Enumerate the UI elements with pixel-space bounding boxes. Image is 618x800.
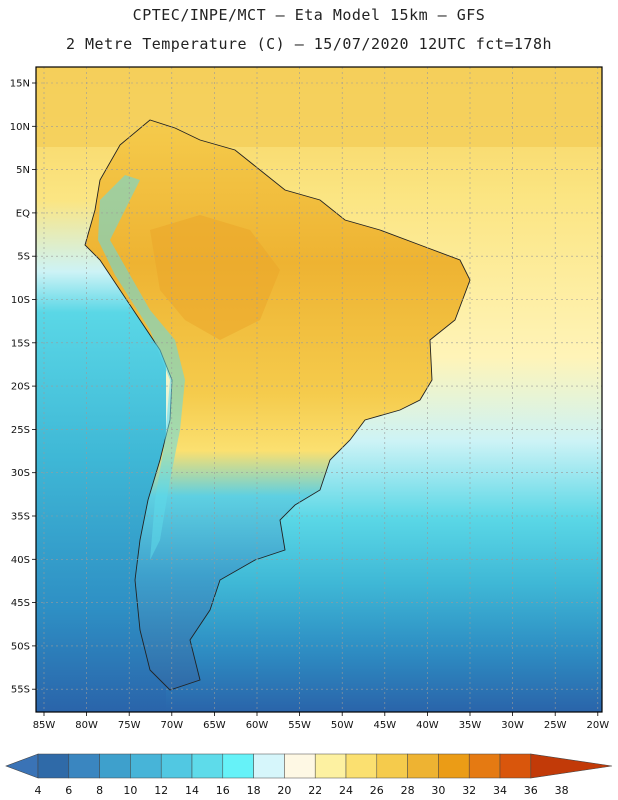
colorbar-swatch — [468, 753, 501, 779]
lon-label: 70W — [160, 720, 183, 731]
longitude-labels: 85W 80W 75W 70W 65W 60W 55W 50W 45W 40W 35W 30W 25W 2… — [33, 720, 610, 731]
colorbar-label: 12 — [154, 784, 168, 797]
lat-label: 55S — [11, 685, 30, 696]
lat-label: 25S — [11, 425, 30, 436]
lat-label: 10S — [11, 295, 30, 306]
colorbar-swatch — [314, 753, 347, 779]
lat-label: 40S — [11, 555, 30, 566]
colorbar-label: 18 — [247, 784, 261, 797]
colorbar-label: 4 — [35, 784, 42, 797]
colorbar-label: 14 — [185, 784, 199, 797]
lon-label: 25W — [544, 720, 567, 731]
lat-label: 5N — [16, 165, 30, 176]
colorbar-label: 22 — [308, 784, 322, 797]
colorbar-label: 6 — [65, 784, 72, 797]
colorbar-label: 34 — [493, 784, 507, 797]
colorbar-swatch — [284, 753, 316, 779]
colorbar-label: 30 — [431, 784, 445, 797]
lon-label: 85W — [33, 720, 56, 731]
lat-label: 5S — [17, 252, 30, 263]
colorbar-label: 16 — [216, 784, 230, 797]
andes-cold-strip — [98, 175, 185, 560]
colorbar-swatch — [99, 753, 131, 779]
caribbean-field — [36, 67, 602, 147]
lon-label: 35W — [459, 720, 482, 731]
colorbar-low-arrow — [5, 753, 39, 779]
colorbar-label: 38 — [555, 784, 569, 797]
colorbar-swatch — [345, 753, 378, 779]
graticule — [36, 67, 602, 712]
colorbar-label: 20 — [277, 784, 291, 797]
lat-label: 15S — [11, 338, 30, 349]
lat-label: EQ — [16, 208, 30, 219]
lat-label: 30S — [11, 468, 30, 479]
colorbar-swatch — [253, 753, 285, 779]
lon-label: 20W — [586, 720, 609, 731]
colorbar-swatch — [68, 753, 100, 779]
colorbar-label: 26 — [370, 784, 384, 797]
colorbar-label: 28 — [401, 784, 415, 797]
colorbar-swatch — [130, 753, 162, 779]
lon-label: 55W — [288, 720, 311, 731]
colorbar-swatch — [499, 753, 532, 779]
colorbar-swatch — [37, 753, 70, 779]
lon-label: 60W — [246, 720, 269, 731]
lat-label: 15N — [10, 79, 30, 90]
colorbar-swatch — [438, 753, 470, 779]
map-frame — [35, 66, 603, 713]
lat-label: 45S — [11, 598, 30, 609]
colorbar-high-arrow — [530, 753, 613, 779]
lat-label: 35S — [11, 512, 30, 523]
lon-label: 65W — [203, 720, 226, 731]
lon-label: 75W — [118, 720, 141, 731]
colorbar: 4 6 8 10 12 14 16 18 20 22 24 26 28 30 32 34 36 38 — [5, 753, 613, 797]
colorbar-swatch — [407, 753, 439, 779]
lat-label: 10N — [10, 122, 30, 133]
lat-label: 20S — [11, 382, 30, 393]
latitude-labels: 15N 10N 5N EQ 5S 10S 15S 20S 25S 30S 35S 40S 45S 50S 5… — [10, 79, 30, 696]
colorbar-label: 24 — [339, 784, 353, 797]
colorbar-label: 10 — [123, 784, 137, 797]
colorbar-swatch — [160, 753, 193, 779]
lon-label: 45W — [373, 720, 396, 731]
lat-label: 50S — [11, 641, 30, 652]
colorbar-label: 32 — [462, 784, 476, 797]
colorbar-swatch — [191, 753, 224, 779]
lon-label: 30W — [501, 720, 524, 731]
colorbar-label: 8 — [96, 784, 103, 797]
colorbar-swatch — [222, 753, 254, 779]
chart-title-line-2: 2 Metre Temperature (C) – 15/07/2020 12U… — [65, 35, 553, 53]
frame-ticks — [32, 82, 599, 716]
lon-label: 40W — [416, 720, 439, 731]
lon-label: 80W — [75, 720, 98, 731]
colorbar-swatch — [376, 753, 408, 779]
chart-title-line-1: CPTEC/INPE/MCT – Eta Model 15km – GFS — [132, 6, 486, 24]
lon-label: 50W — [331, 720, 354, 731]
amazon-warm-core — [150, 215, 280, 340]
colorbar-label: 36 — [524, 784, 538, 797]
